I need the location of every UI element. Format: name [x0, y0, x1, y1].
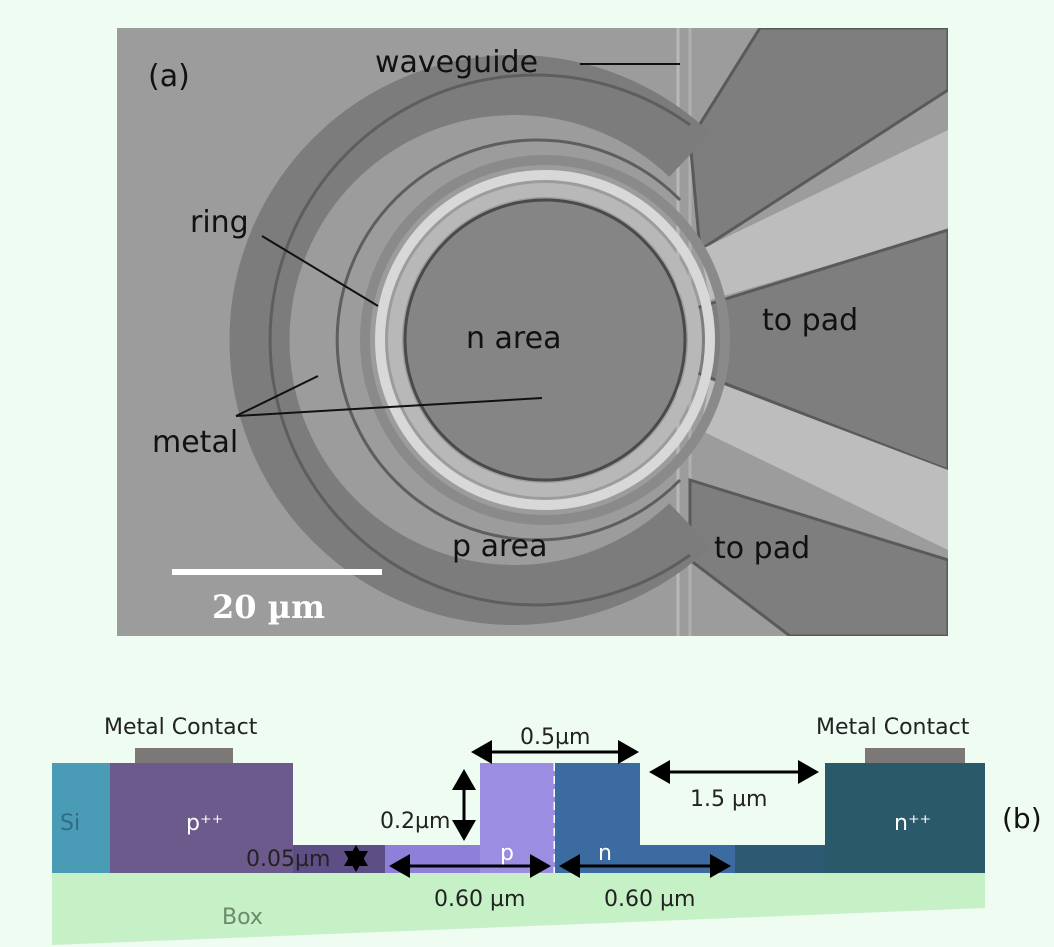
dimension-label: 0.5µm — [520, 725, 590, 750]
annotation: Metal Contact — [816, 715, 970, 740]
region-label: p⁺⁺ — [186, 811, 223, 836]
panel-label: (a) — [148, 59, 190, 94]
annotation: Metal Contact — [104, 715, 258, 740]
scale-bar-label: 20 µm — [212, 588, 325, 626]
dimension-label: 0.60 µm — [604, 887, 695, 912]
dimension-label: 1.5 µm — [690, 787, 767, 812]
annotation: p area — [452, 529, 547, 564]
annotation: ring — [190, 205, 249, 240]
dimension-label: 0.60 µm — [434, 887, 525, 912]
region-label: n⁺⁺ — [894, 811, 931, 836]
dimension-label: 0.05µm — [246, 847, 330, 872]
region-label: Si — [60, 811, 80, 836]
region-label: n — [598, 841, 612, 866]
region-label: Box — [222, 905, 263, 930]
dimension-label: 0.2µm — [380, 809, 450, 834]
cross-section — [52, 748, 985, 945]
annotation: to pad — [714, 531, 810, 566]
annotation: metal — [152, 425, 238, 460]
panel-label: (b) — [1002, 802, 1042, 835]
annotation: to pad — [762, 303, 858, 338]
annotation: waveguide — [375, 45, 538, 80]
region-label: p — [500, 841, 514, 866]
annotation: n area — [466, 321, 561, 356]
figure: (a) waveguide ring metal n area p area t… — [0, 0, 1054, 947]
